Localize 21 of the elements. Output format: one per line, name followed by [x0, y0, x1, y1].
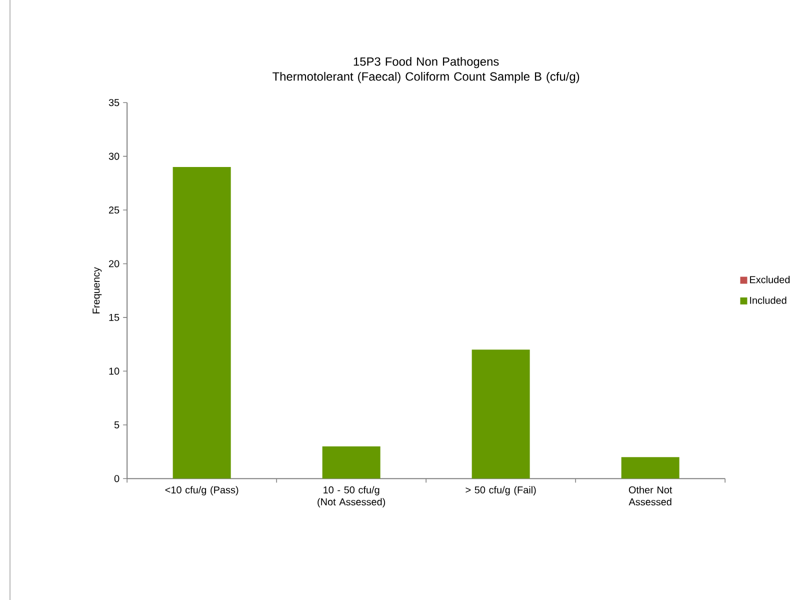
bar — [472, 350, 530, 479]
bar — [172, 167, 231, 479]
y-axis-title: Frequency — [92, 267, 102, 314]
x-tick-label: > 50 cfu/g (Fail) — [466, 486, 536, 496]
y-tick-label: 20 — [108, 260, 120, 268]
x-tick-label: <10 cfu/g (Pass) — [165, 486, 238, 496]
y-tick-label: 25 — [108, 206, 120, 214]
y-tick-label: 15 — [109, 314, 120, 321]
chart-title: 15P3 Food Non Pathogens — [354, 57, 499, 68]
x-tick-label: 10 - 50 cfu/g (Not Assessed) — [318, 486, 386, 508]
y-tick-label: 30 — [108, 152, 120, 160]
legend-label: Excluded — [750, 276, 790, 284]
bar — [322, 446, 380, 479]
y-tick-label: 5 — [114, 421, 120, 428]
x-tick-label: Other Not Assessed — [628, 486, 672, 506]
bar — [621, 457, 680, 479]
y-tick-label: 35 — [108, 99, 120, 106]
y-tick-label: 0 — [114, 475, 120, 482]
legend-label: Included — [750, 296, 786, 304]
chart-subtitle: Thermotolerant (Faecal) Coliform Count Sample B (cfu/g) — [272, 72, 580, 84]
y-tick-label: 10 — [109, 368, 120, 375]
